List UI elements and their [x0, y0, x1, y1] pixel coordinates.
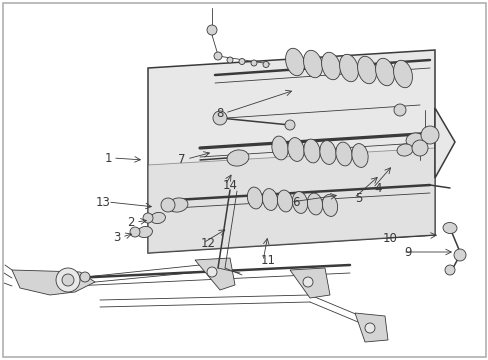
Text: 9: 9 [404, 246, 411, 258]
Circle shape [142, 213, 153, 223]
Circle shape [444, 265, 454, 275]
Polygon shape [434, 108, 454, 178]
Ellipse shape [285, 48, 304, 76]
Text: 2: 2 [127, 216, 135, 229]
Ellipse shape [307, 193, 322, 215]
Ellipse shape [393, 60, 411, 88]
Polygon shape [148, 50, 434, 253]
Text: 13: 13 [95, 195, 110, 208]
Ellipse shape [303, 139, 320, 163]
Ellipse shape [262, 189, 277, 210]
Circle shape [161, 198, 175, 212]
Circle shape [226, 57, 232, 63]
Ellipse shape [335, 142, 351, 166]
Circle shape [364, 323, 374, 333]
Ellipse shape [287, 138, 304, 161]
Text: 6: 6 [292, 195, 299, 208]
Ellipse shape [303, 50, 322, 78]
Ellipse shape [405, 133, 423, 147]
Circle shape [263, 62, 268, 68]
Ellipse shape [247, 187, 262, 209]
Ellipse shape [375, 58, 394, 86]
Ellipse shape [271, 136, 287, 160]
Circle shape [213, 111, 226, 125]
Circle shape [393, 104, 405, 116]
Text: 11: 11 [260, 255, 275, 267]
Circle shape [303, 277, 312, 287]
Circle shape [239, 59, 244, 64]
Ellipse shape [292, 192, 307, 213]
Text: 3: 3 [113, 230, 121, 243]
Ellipse shape [339, 54, 358, 82]
Polygon shape [195, 258, 235, 290]
Text: 7: 7 [178, 153, 185, 166]
Text: 12: 12 [200, 237, 215, 249]
Ellipse shape [277, 190, 292, 212]
Circle shape [206, 25, 217, 35]
Ellipse shape [351, 144, 367, 167]
Ellipse shape [322, 195, 337, 216]
Circle shape [250, 60, 257, 66]
Polygon shape [289, 268, 329, 298]
Text: 1: 1 [104, 152, 112, 165]
Circle shape [453, 249, 465, 261]
Ellipse shape [150, 212, 165, 224]
Circle shape [56, 268, 80, 292]
Circle shape [80, 272, 90, 282]
Ellipse shape [226, 150, 248, 166]
Ellipse shape [168, 198, 187, 212]
Circle shape [62, 274, 74, 286]
Text: 14: 14 [222, 179, 237, 192]
Polygon shape [12, 270, 95, 295]
Ellipse shape [357, 56, 376, 84]
Text: 10: 10 [382, 231, 397, 244]
Ellipse shape [321, 52, 340, 80]
Circle shape [130, 227, 140, 237]
Circle shape [285, 120, 294, 130]
Text: 8: 8 [216, 107, 223, 120]
Ellipse shape [396, 144, 412, 156]
Polygon shape [354, 313, 387, 342]
Circle shape [206, 267, 217, 277]
Ellipse shape [137, 226, 152, 238]
Text: 5: 5 [355, 192, 362, 204]
Ellipse shape [442, 222, 456, 234]
Circle shape [420, 126, 438, 144]
Polygon shape [148, 148, 434, 253]
Circle shape [214, 52, 222, 60]
Ellipse shape [319, 141, 335, 165]
Text: 4: 4 [373, 181, 381, 194]
Circle shape [411, 140, 427, 156]
